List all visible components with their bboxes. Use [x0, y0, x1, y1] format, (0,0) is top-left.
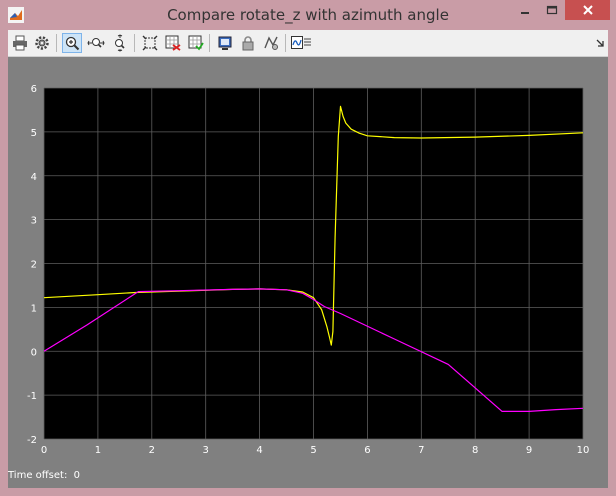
- window-title: Compare rotate_z with azimuth angle: [167, 6, 449, 24]
- minimize-icon: [521, 12, 529, 14]
- toolbar-dock-button[interactable]: [590, 33, 610, 53]
- signal-viewer-icon: [291, 36, 311, 49]
- maximize-button[interactable]: [539, 0, 565, 20]
- y-tick-label: 5: [31, 128, 37, 139]
- save-axes-button[interactable]: [163, 33, 183, 53]
- gear-icon: [35, 36, 49, 50]
- y-tick-label: -2: [27, 435, 37, 446]
- series-lines: [43, 105, 584, 412]
- maximize-icon: [546, 5, 558, 15]
- time-offset-value: 0: [73, 470, 81, 481]
- restore-axes-button[interactable]: [186, 33, 206, 53]
- toolbar-separator: [209, 34, 210, 52]
- minimize-button[interactable]: [511, 0, 539, 20]
- signal-selection-icon: [264, 36, 278, 50]
- time-offset-label: Time offset:: [8, 470, 68, 481]
- x-tick-label: 3: [203, 445, 209, 456]
- y-tick-label: -1: [27, 391, 37, 402]
- toolbar: [8, 30, 608, 57]
- parameters-button[interactable]: [32, 33, 52, 53]
- scope-figure: 0 1 2 3 4 5 6 7 8 9 10 -2 -1 0 1 2 3 4 5 6 Time offset: 0: [8, 57, 608, 488]
- series-line-azimuth-angle: [43, 288, 584, 412]
- grid-lines: [43, 87, 584, 440]
- x-tick-label: 7: [418, 445, 424, 456]
- title-bar[interactable]: Compare rotate_z with azimuth angle: [0, 0, 616, 30]
- print-icon: [13, 35, 27, 51]
- toolbar-separator: [285, 34, 286, 52]
- scope-plot[interactable]: 0 1 2 3 4 5 6 7 8 9 10 -2 -1 0 1 2 3 4 5 6: [8, 57, 608, 469]
- x-tick-label: 1: [95, 445, 101, 456]
- print-button[interactable]: [10, 33, 30, 53]
- matlab-icon: [8, 7, 24, 23]
- tick-labels: 0 1 2 3 4 5 6 7 8 9 10 -2 -1 0 1 2 3 4 5 6: [27, 84, 589, 456]
- y-tick-label: 1: [31, 303, 37, 314]
- y-tick-label: 2: [31, 260, 37, 271]
- x-tick-label: 0: [41, 445, 47, 456]
- close-button[interactable]: [565, 0, 610, 20]
- x-tick-label: 9: [526, 445, 532, 456]
- y-tick-label: 0: [31, 347, 37, 358]
- lock-axes-button[interactable]: [238, 33, 258, 53]
- autoscale-icon: [142, 35, 158, 51]
- toolbar-separator: [56, 34, 57, 52]
- dock-arrow-icon: [596, 39, 604, 47]
- y-tick-label: 4: [31, 172, 37, 183]
- float-scope-icon: [218, 36, 232, 50]
- x-tick-label: 10: [577, 445, 590, 456]
- zoom-y-icon: [115, 34, 125, 52]
- x-tick-label: 4: [256, 445, 262, 456]
- floating-scope-button[interactable]: [215, 33, 235, 53]
- x-tick-label: 5: [310, 445, 316, 456]
- toolbar-separator: [134, 34, 135, 52]
- time-offset: Time offset: 0: [8, 470, 80, 481]
- x-tick-label: 8: [472, 445, 478, 456]
- x-tick-label: 6: [364, 445, 370, 456]
- y-tick-label: 3: [31, 216, 37, 227]
- zoom-x-button[interactable]: [86, 33, 106, 53]
- zoom-in-icon: [65, 36, 80, 51]
- signal-viewer-button[interactable]: [291, 33, 311, 53]
- zoom-x-icon: [87, 38, 105, 48]
- restore-axes-icon: [188, 35, 204, 51]
- lock-icon: [242, 36, 254, 51]
- zoom-button[interactable]: [62, 33, 82, 53]
- zoom-y-button[interactable]: [110, 33, 130, 53]
- x-tick-label: 2: [149, 445, 155, 456]
- close-icon: [582, 5, 593, 15]
- autoscale-button[interactable]: [140, 33, 160, 53]
- y-tick-label: 6: [31, 84, 37, 95]
- signal-selection-button[interactable]: [261, 33, 281, 53]
- save-axes-icon: [165, 35, 181, 51]
